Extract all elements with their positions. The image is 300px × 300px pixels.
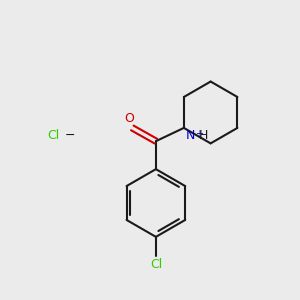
Text: H: H (199, 129, 208, 142)
Text: Cl: Cl (150, 258, 162, 272)
Text: +: + (195, 128, 203, 139)
Text: Cl: Cl (47, 129, 59, 142)
Text: N: N (185, 129, 195, 142)
Text: O: O (124, 112, 134, 125)
Text: −: − (64, 129, 75, 142)
